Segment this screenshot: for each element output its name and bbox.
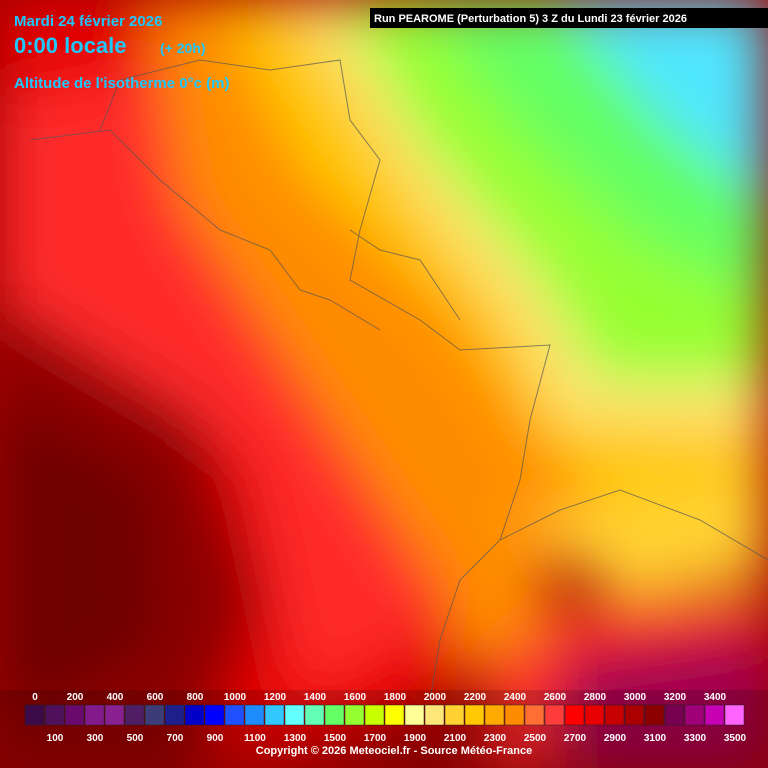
level-label: 2500	[524, 733, 547, 744]
time: 0:00 locale	[14, 33, 127, 58]
level-label: 2000	[424, 692, 447, 703]
level-label: 3000	[624, 692, 647, 703]
level-label: 300	[87, 733, 104, 744]
level-label: 2400	[504, 692, 527, 703]
color-swatch	[404, 704, 425, 726]
level-label: 1300	[284, 733, 307, 744]
color-swatch	[84, 704, 105, 726]
level-label: 800	[187, 692, 204, 703]
color-swatch	[544, 704, 565, 726]
lead-time: (+ 20h)	[160, 40, 206, 56]
color-swatch	[284, 704, 305, 726]
color-swatch	[564, 704, 585, 726]
color-swatch	[164, 704, 185, 726]
color-swatch	[124, 704, 145, 726]
level-label: 200	[67, 692, 84, 703]
level-label: 1000	[224, 692, 247, 703]
color-swatch	[444, 704, 465, 726]
level-label: 0	[32, 692, 38, 703]
color-swatch	[24, 704, 45, 726]
color-swatch	[244, 704, 265, 726]
run-label: Run PEAROME (Perturbation 5) 3 Z du Lund…	[374, 13, 687, 25]
level-label: 2800	[584, 692, 607, 703]
level-label: 1200	[264, 692, 287, 703]
color-swatch	[44, 704, 65, 726]
color-swatch	[724, 704, 745, 726]
color-swatch	[64, 704, 85, 726]
level-label: 1400	[304, 692, 327, 703]
color-swatch	[684, 704, 705, 726]
level-label: 1700	[364, 733, 387, 744]
color-swatch	[264, 704, 285, 726]
level-label: 1800	[384, 692, 407, 703]
colorbar: 0 100 200 300 400 500 600 700 800 900 1000 1100 1200…	[24, 692, 747, 744]
level-label: 400	[107, 692, 124, 703]
level-label: 1500	[324, 733, 347, 744]
level-label: 100	[47, 733, 64, 744]
color-swatch	[524, 704, 545, 726]
copyright: Copyright © 2026 Meteociel.fr - Source M…	[256, 745, 532, 757]
level-label: 1100	[244, 733, 266, 744]
level-label: 500	[127, 733, 144, 744]
level-label: 1600	[344, 692, 367, 703]
level-label: 2300	[484, 733, 507, 744]
color-swatch	[344, 704, 365, 726]
level-label: 3500	[724, 733, 747, 744]
color-swatch	[504, 704, 525, 726]
color-swatch	[704, 704, 725, 726]
color-swatch	[224, 704, 245, 726]
color-swatch	[484, 704, 505, 726]
color-swatch	[144, 704, 165, 726]
level-label: 600	[147, 692, 164, 703]
level-label: 900	[207, 733, 224, 744]
color-swatch	[624, 704, 645, 726]
level-label: 3200	[664, 692, 687, 703]
level-label: 2100	[444, 733, 467, 744]
color-swatch	[304, 704, 325, 726]
level-label: 3400	[704, 692, 727, 703]
color-swatch	[104, 704, 125, 726]
color-swatch	[644, 704, 665, 726]
level-label: 2600	[544, 692, 567, 703]
color-swatch	[584, 704, 605, 726]
level-label: 1900	[404, 733, 427, 744]
level-label: 2200	[464, 692, 487, 703]
color-swatch	[204, 704, 225, 726]
level-label: 3300	[684, 733, 707, 744]
level-label: 2700	[564, 733, 587, 744]
color-swatch	[604, 704, 625, 726]
color-swatch	[184, 704, 205, 726]
color-swatch	[364, 704, 385, 726]
color-swatch	[424, 704, 445, 726]
level-label: 700	[167, 733, 184, 744]
level-label: 2900	[604, 733, 627, 744]
level-label: 3100	[644, 733, 667, 744]
color-swatch	[384, 704, 405, 726]
color-swatch	[664, 704, 685, 726]
color-swatch	[324, 704, 345, 726]
field-name: Altitude de l'isotherme 0°c (m)	[14, 75, 230, 92]
date: Mardi 24 février 2026	[14, 13, 163, 30]
color-swatch	[464, 704, 485, 726]
run-banner	[370, 8, 768, 28]
